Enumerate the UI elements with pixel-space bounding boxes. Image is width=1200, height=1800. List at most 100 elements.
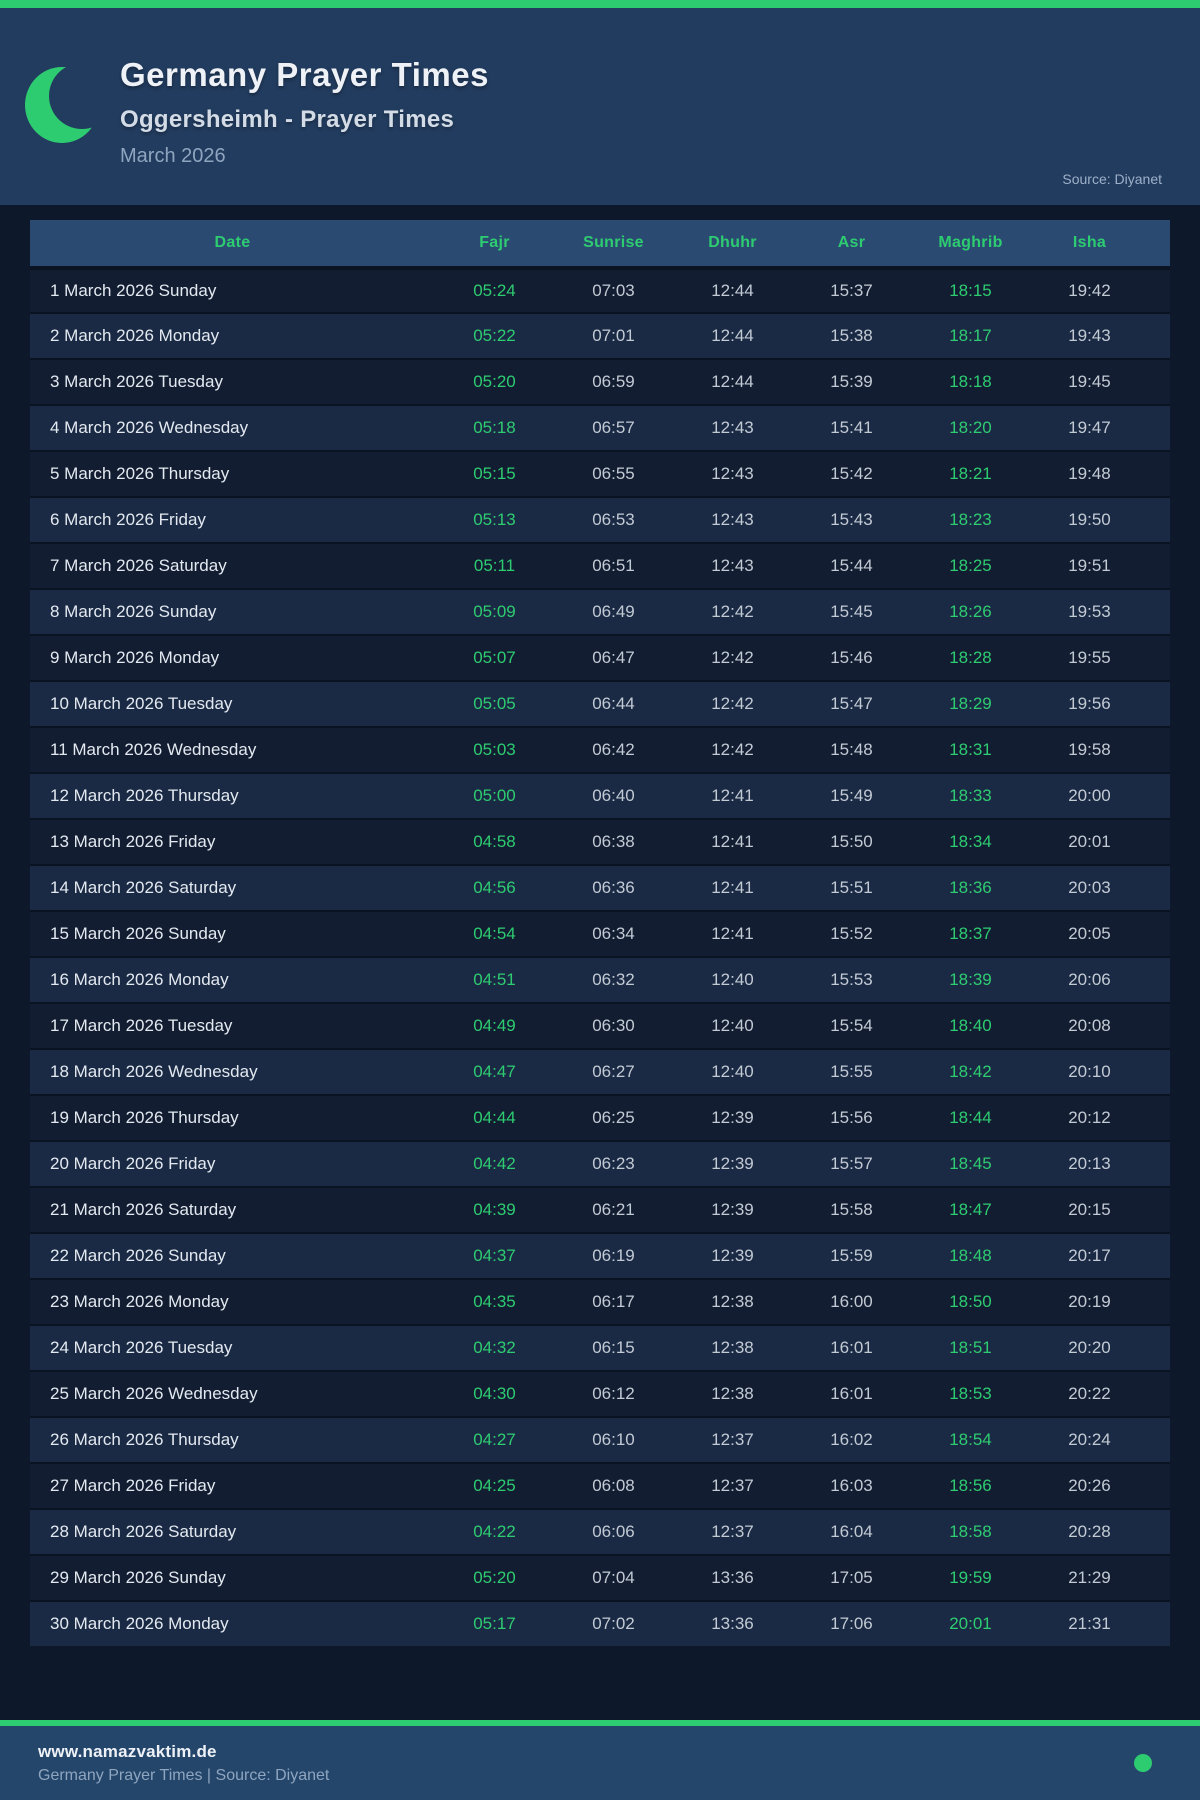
- isha-cell: 20:24: [1068, 1430, 1111, 1449]
- asr-cell: 15:41: [830, 418, 873, 437]
- date-cell: 27 March 2026 Friday: [50, 1476, 216, 1495]
- content-area: Date Fajr Sunrise Dhuhr Asr Maghrib Isha…: [0, 205, 1200, 1646]
- fajr-cell: 04:58: [473, 832, 516, 851]
- period-label: March 2026: [120, 145, 226, 167]
- footer-accent-bar: [0, 1720, 1200, 1726]
- table-row: 14 March 2026 Saturday 04:56 06:36 12:41…: [30, 864, 1170, 910]
- asr-cell: 15:52: [830, 924, 873, 943]
- date-cell: 23 March 2026 Monday: [50, 1292, 229, 1311]
- asr-cell: 15:38: [830, 326, 873, 345]
- maghrib-cell: 18:48: [949, 1246, 992, 1265]
- sunrise-cell: 06:32: [592, 970, 635, 989]
- isha-cell: 19:53: [1068, 602, 1111, 621]
- fajr-cell: 05:20: [473, 1568, 516, 1587]
- sunrise-cell: 06:06: [592, 1522, 635, 1541]
- maghrib-cell: 18:23: [949, 510, 992, 529]
- header: Germany Prayer Times Oggersheimh - Praye…: [0, 8, 1200, 205]
- source-label: Source: Diyanet: [1062, 171, 1162, 187]
- isha-cell: 20:17: [1068, 1246, 1111, 1265]
- dhuhr-cell: 12:41: [711, 924, 754, 943]
- asr-cell: 15:48: [830, 740, 873, 759]
- asr-cell: 15:44: [830, 556, 873, 575]
- asr-cell: 16:00: [830, 1292, 873, 1311]
- isha-cell: 20:22: [1068, 1384, 1111, 1403]
- isha-cell: 20:26: [1068, 1476, 1111, 1495]
- table-row: 7 March 2026 Saturday 05:11 06:51 12:43 …: [30, 542, 1170, 588]
- table-row: 15 March 2026 Sunday 04:54 06:34 12:41 1…: [30, 910, 1170, 956]
- isha-cell: 20:12: [1068, 1108, 1111, 1127]
- header-text-block: Germany Prayer Times Oggersheimh - Praye…: [120, 56, 489, 168]
- maghrib-cell: 18:17: [949, 326, 992, 345]
- page-subtitle: Oggersheimh - Prayer Times: [120, 106, 455, 133]
- isha-cell: 21:31: [1068, 1614, 1111, 1633]
- sunrise-cell: 06:38: [592, 832, 635, 851]
- asr-cell: 15:43: [830, 510, 873, 529]
- maghrib-cell: 18:50: [949, 1292, 992, 1311]
- date-cell: 25 March 2026 Wednesday: [50, 1384, 258, 1403]
- date-cell: 18 March 2026 Wednesday: [50, 1062, 258, 1081]
- sunrise-cell: 06:34: [592, 924, 635, 943]
- crescent-moon-icon: [25, 63, 115, 147]
- date-cell: 19 March 2026 Thursday: [50, 1108, 239, 1127]
- date-cell: 15 March 2026 Sunday: [50, 924, 226, 943]
- dhuhr-cell: 12:41: [711, 786, 754, 805]
- asr-cell: 16:02: [830, 1430, 873, 1449]
- sunrise-cell: 06:17: [592, 1292, 635, 1311]
- sunrise-cell: 07:03: [592, 281, 635, 300]
- dhuhr-cell: 12:40: [711, 1062, 754, 1081]
- dhuhr-cell: 13:36: [711, 1614, 754, 1633]
- prayer-times-table: Date Fajr Sunrise Dhuhr Asr Maghrib Isha…: [30, 220, 1170, 1646]
- date-cell: 10 March 2026 Tuesday: [50, 694, 233, 713]
- isha-cell: 20:10: [1068, 1062, 1111, 1081]
- fajr-cell: 04:22: [473, 1522, 516, 1541]
- sunrise-cell: 06:30: [592, 1016, 635, 1035]
- maghrib-cell: 18:53: [949, 1384, 992, 1403]
- maghrib-cell: 18:39: [949, 970, 992, 989]
- table-row: 9 March 2026 Monday 05:07 06:47 12:42 15…: [30, 634, 1170, 680]
- dhuhr-cell: 12:38: [711, 1384, 754, 1403]
- fajr-cell: 05:00: [473, 786, 516, 805]
- dhuhr-cell: 12:39: [711, 1154, 754, 1173]
- sunrise-cell: 06:08: [592, 1476, 635, 1495]
- fajr-cell: 05:17: [473, 1614, 516, 1633]
- isha-cell: 20:20: [1068, 1338, 1111, 1357]
- asr-cell: 15:56: [830, 1108, 873, 1127]
- asr-cell: 16:03: [830, 1476, 873, 1495]
- table-row: 17 March 2026 Tuesday 04:49 06:30 12:40 …: [30, 1002, 1170, 1048]
- isha-cell: 20:28: [1068, 1522, 1111, 1541]
- footer-website-link[interactable]: www.namazvaktim.de: [38, 1741, 217, 1761]
- dhuhr-cell: 12:42: [711, 648, 754, 667]
- isha-cell: 19:51: [1068, 556, 1111, 575]
- sunrise-cell: 06:36: [592, 878, 635, 897]
- sunrise-cell: 06:49: [592, 602, 635, 621]
- fajr-cell: 05:15: [473, 464, 516, 483]
- asr-cell: 15:54: [830, 1016, 873, 1035]
- fajr-cell: 04:35: [473, 1292, 516, 1311]
- table-row: 23 March 2026 Monday 04:35 06:17 12:38 1…: [30, 1278, 1170, 1324]
- isha-cell: 20:00: [1068, 786, 1111, 805]
- isha-cell: 19:43: [1068, 326, 1111, 345]
- sunrise-cell: 06:10: [592, 1430, 635, 1449]
- fajr-cell: 05:07: [473, 648, 516, 667]
- dhuhr-cell: 12:44: [711, 372, 754, 391]
- table-row: 6 March 2026 Friday 05:13 06:53 12:43 15…: [30, 496, 1170, 542]
- maghrib-cell: 18:45: [949, 1154, 992, 1173]
- table-header-row: Date Fajr Sunrise Dhuhr Asr Maghrib Isha: [30, 220, 1170, 266]
- fajr-cell: 05:20: [473, 372, 516, 391]
- sunrise-cell: 06:47: [592, 648, 635, 667]
- dhuhr-cell: 12:42: [711, 740, 754, 759]
- asr-cell: 15:37: [830, 281, 873, 300]
- sunrise-cell: 06:15: [592, 1338, 635, 1357]
- maghrib-cell: 18:15: [949, 281, 992, 300]
- asr-cell: 15:53: [830, 970, 873, 989]
- maghrib-cell: 18:51: [949, 1338, 992, 1357]
- asr-cell: 15:47: [830, 694, 873, 713]
- sunrise-cell: 07:04: [592, 1568, 635, 1587]
- date-cell: 20 March 2026 Friday: [50, 1154, 216, 1173]
- maghrib-cell: 18:37: [949, 924, 992, 943]
- dhuhr-cell: 12:39: [711, 1108, 754, 1127]
- footer: www.namazvaktim.de Germany Prayer Times …: [0, 1726, 1200, 1800]
- date-cell: 4 March 2026 Wednesday: [50, 418, 249, 437]
- asr-cell: 15:58: [830, 1200, 873, 1219]
